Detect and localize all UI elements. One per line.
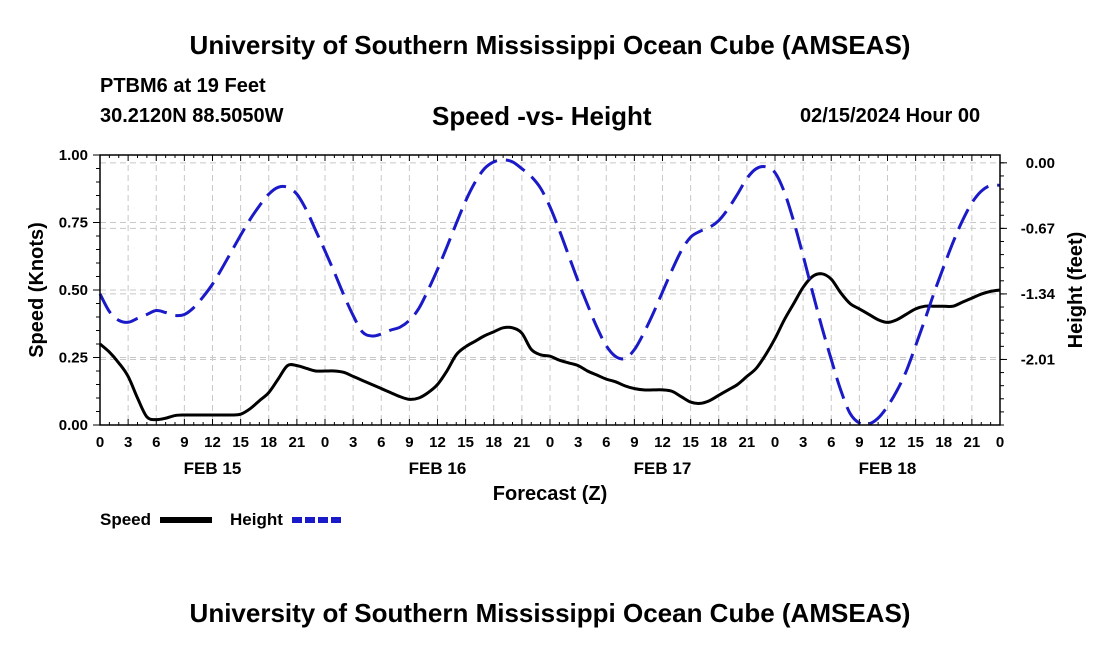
y2-tick-label: -0.67 (1021, 220, 1055, 237)
station-name: PTBM6 at 19 Feet (100, 75, 266, 97)
x-axis-label: Forecast (Z) (493, 483, 607, 505)
x-tick-label: 15 (682, 434, 699, 451)
x-tick-label: 21 (739, 434, 756, 451)
series-lines (98, 158, 1001, 427)
x-tick-label: 0 (771, 434, 779, 451)
chart-title: Speed -vs- Height (432, 101, 652, 131)
x-tick-label: 12 (204, 434, 221, 451)
y2-tick-label: -2.01 (1021, 351, 1055, 368)
series-line-speed (99, 272, 1001, 422)
axes: 0 3 6 9 12 15 18 21 0 3 6 9 12 15 18 21 0 3 6 9 12 15 18 21 0 3 6 9… (59, 147, 1056, 478)
x-tick-label: 9 (855, 434, 863, 451)
x-tick-label: 15 (457, 434, 474, 451)
y2-tick-label: 0.00 (1026, 155, 1055, 172)
x-tick-label: 6 (827, 434, 835, 451)
x-day-label: FEB 16 (409, 459, 467, 478)
x-tick-label: 3 (574, 434, 582, 451)
x-tick-label: 6 (377, 434, 385, 451)
x-tick-label: 18 (935, 434, 952, 451)
x-tick-label: 12 (654, 434, 671, 451)
x-tick-label: 21 (514, 434, 531, 451)
page-title-repeat: University of Southern Mississippi Ocean… (189, 598, 911, 628)
x-tick-label: 6 (602, 434, 610, 451)
x-tick-label: 3 (349, 434, 357, 451)
y-tick-label: 0.50 (59, 282, 88, 299)
x-tick-label: 15 (232, 434, 249, 451)
y-tick-label: 0.00 (59, 417, 88, 434)
x-tick-label: 12 (429, 434, 446, 451)
legend: Speed Height (100, 510, 342, 529)
y2-tick-label: -1.34 (1021, 286, 1056, 303)
y-tick-label: 1.00 (59, 147, 88, 164)
y2-axis-label: Height (feet) (1065, 232, 1087, 349)
x-tick-label: 18 (710, 434, 727, 451)
x-tick-label: 15 (907, 434, 924, 451)
x-day-label: FEB 18 (859, 459, 917, 478)
x-tick-label: 21 (289, 434, 306, 451)
x-tick-label: 3 (799, 434, 807, 451)
x-tick-label: 9 (180, 434, 188, 451)
y-tick-label: 0.25 (59, 350, 88, 367)
x-tick-label: 9 (630, 434, 638, 451)
page-title: University of Southern Mississippi Ocean… (189, 30, 911, 60)
x-tick-label: 0 (321, 434, 329, 451)
series-line-height (98, 158, 1001, 427)
x-tick-label: 9 (405, 434, 413, 451)
x-tick-label: 18 (260, 434, 277, 451)
x-tick-label: 18 (485, 434, 502, 451)
legend-label-speed: Speed (100, 510, 151, 529)
x-day-label: FEB 15 (184, 459, 242, 478)
grid (100, 155, 1000, 425)
x-tick-label: 12 (879, 434, 896, 451)
y-tick-label: 0.75 (59, 215, 88, 232)
x-tick-label: 6 (152, 434, 160, 451)
station-coordinates: 30.2120N 88.5050W (100, 105, 284, 127)
x-day-label: FEB 17 (634, 459, 692, 478)
x-tick-label: 0 (996, 434, 1004, 451)
legend-label-height: Height (230, 510, 283, 529)
y-axis-label: Speed (Knots) (26, 222, 48, 358)
x-tick-label: 0 (546, 434, 554, 451)
x-tick-label: 21 (964, 434, 981, 451)
x-tick-label: 0 (96, 434, 104, 451)
x-tick-label: 3 (124, 434, 132, 451)
forecast-datetime: 02/15/2024 Hour 00 (800, 105, 981, 127)
